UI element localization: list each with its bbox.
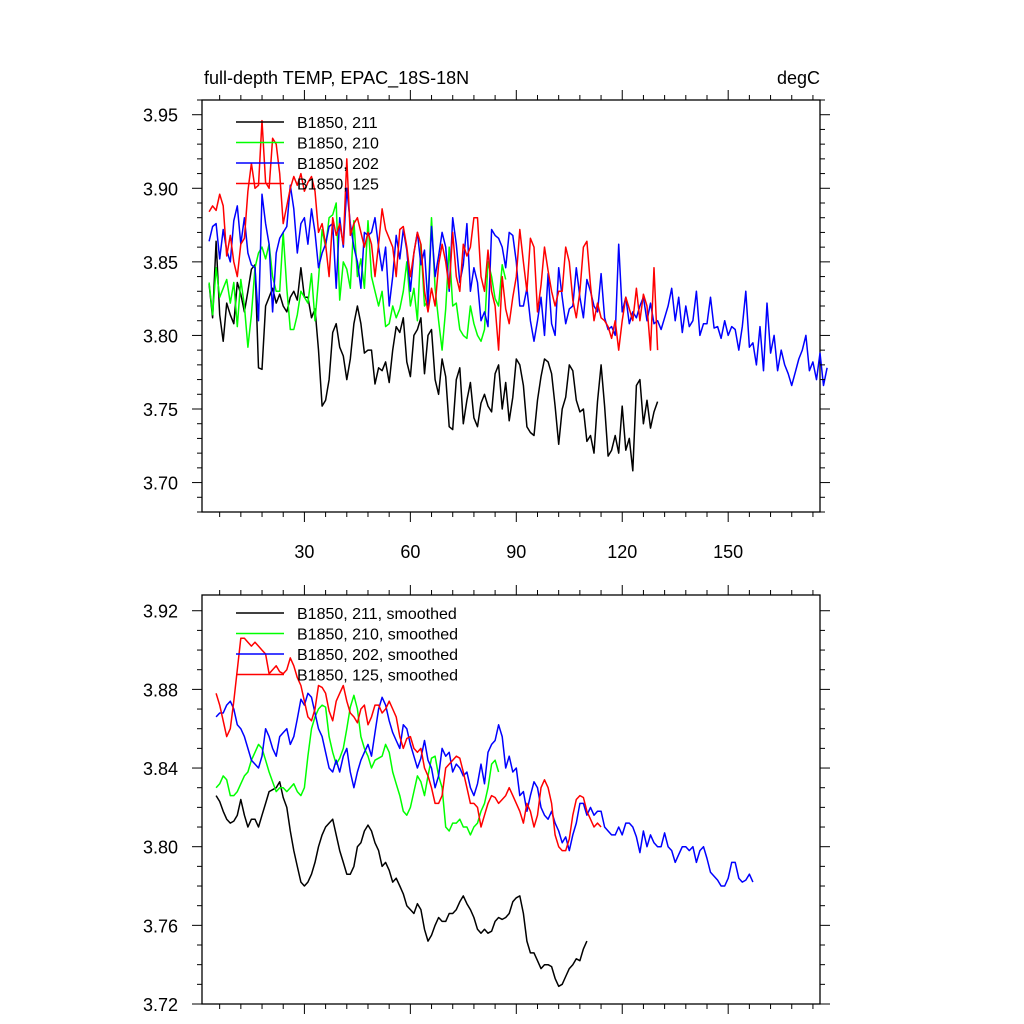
plot-frame	[201, 594, 821, 1005]
y-tick-label: 3.88	[143, 680, 178, 700]
legend-label: B1850, 202	[297, 156, 379, 173]
y-tick-label: 3.84	[143, 759, 178, 779]
y-tick-label: 3.90	[143, 179, 178, 199]
tick-layer: 3.72 3.76 3.80 3.84 3.88 3.92	[143, 585, 830, 1015]
series-line-b1850-125	[208, 119, 659, 351]
legend-label: B1850, 211, smoothed	[297, 606, 457, 623]
top-plot-panel: full-depth TEMP, EPAC_18S-18N degC 30 60 9…	[143, 68, 830, 562]
y-tick-label: 3.76	[143, 916, 178, 936]
legend-label: B1850, 210	[297, 136, 379, 153]
series-line-b1850-210	[208, 202, 507, 351]
legend: B1850, 211, smoothed B1850, 210, smoothed…	[236, 606, 458, 685]
plot-units: degC	[777, 68, 820, 88]
series-line-b1850-125-smoothed	[215, 637, 602, 852]
series-line-b1850-211-smoothed	[215, 781, 588, 988]
legend-label: B1850, 125, smoothed	[297, 668, 458, 685]
series-layer	[215, 637, 754, 988]
series-line-b1850-211	[208, 240, 659, 472]
y-tick-label: 3.75	[143, 400, 178, 420]
y-tick-label: 3.70	[143, 474, 178, 494]
y-tick-label: 3.80	[143, 326, 178, 346]
y-tick-label: 3.92	[143, 602, 178, 622]
x-tick-label: 150	[713, 542, 743, 562]
legend: B1850, 211 B1850, 210 B1850, 202 B1850, 125	[236, 115, 379, 194]
bottom-plot-panel: 3.72 3.76 3.80 3.84 3.88 3.92 B1850, 211, smo…	[143, 585, 830, 1015]
x-tick-label: 120	[607, 542, 637, 562]
x-tick-label: 60	[400, 542, 420, 562]
legend-label: B1850, 211	[297, 115, 378, 132]
plot-title: full-depth TEMP, EPAC_18S-18N	[204, 68, 469, 89]
x-tick-label: 30	[294, 542, 314, 562]
series-line-b1850-202-smoothed	[215, 692, 754, 887]
y-tick-label: 3.80	[143, 838, 178, 858]
series-layer	[208, 119, 828, 472]
legend-label: B1850, 202, smoothed	[297, 647, 458, 664]
tick-layer: 30 60 90 120 150 3.70 3.75 3.80 3.85 3.90 3.95	[143, 90, 830, 562]
y-tick-label: 3.72	[143, 995, 178, 1015]
legend-label: B1850, 125	[297, 177, 379, 194]
legend-label: B1850, 210, smoothed	[297, 627, 458, 644]
x-tick-label: 90	[506, 542, 526, 562]
series-line-b1850-202	[208, 184, 828, 387]
y-tick-label: 3.85	[143, 253, 178, 273]
y-tick-label: 3.95	[143, 106, 178, 126]
